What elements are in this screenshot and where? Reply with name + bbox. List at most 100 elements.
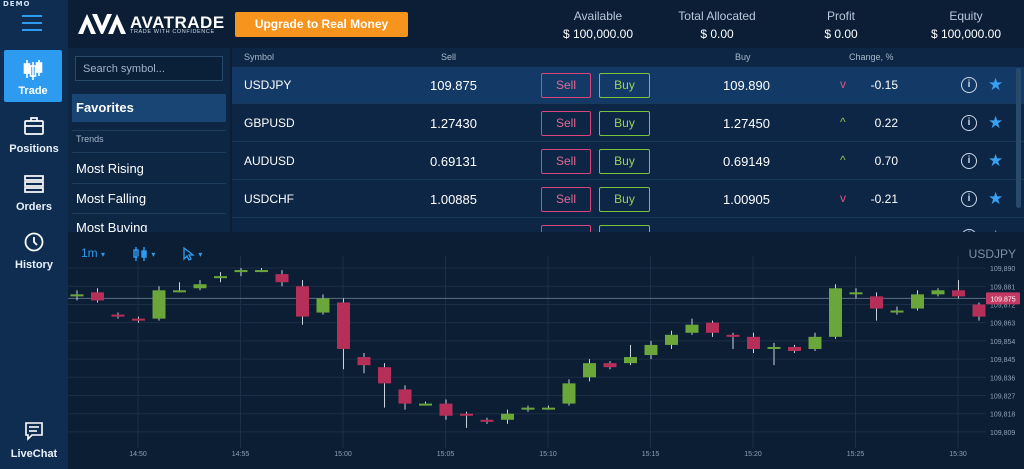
quote-row[interactable]: AUDUSD 0.69131 Sell Buy 0.69149 ^ 0.70 i ★ xyxy=(232,143,1024,180)
upgrade-button[interactable]: Upgrade to Real Money xyxy=(235,12,408,37)
favorites-item[interactable]: Favorites xyxy=(72,94,226,122)
logo-name: AVATRADE xyxy=(130,13,225,32)
star-icon[interactable]: ★ xyxy=(988,227,1003,232)
quote-change: -0.04 xyxy=(854,230,898,232)
buy-button[interactable]: Buy xyxy=(599,187,650,212)
candle-body xyxy=(214,276,227,279)
most-falling-link[interactable]: Most Falling xyxy=(76,191,147,206)
search-input[interactable] xyxy=(75,56,223,81)
candle-body xyxy=(870,296,883,309)
candle-body xyxy=(501,413,514,420)
nav-orders[interactable]: Orders xyxy=(0,166,68,218)
sell-button[interactable]: Sell xyxy=(541,111,591,136)
candle-body xyxy=(685,324,699,333)
y-tick-label: 109,836 xyxy=(990,375,1015,382)
candle-body xyxy=(193,284,207,289)
quote-row[interactable]: GBPUSD 1.27430 Sell Buy 1.27450 ^ 0.22 i ★ xyxy=(232,105,1024,142)
candle-body xyxy=(173,290,186,293)
candle-body xyxy=(952,290,965,297)
candles-icon xyxy=(23,60,43,80)
star-icon[interactable]: ★ xyxy=(988,75,1004,94)
star-icon[interactable]: ★ xyxy=(988,113,1004,132)
arrow-up-icon: ^ xyxy=(840,153,846,167)
x-tick-label: 15:10 xyxy=(539,451,557,458)
y-tick-label: 109,854 xyxy=(990,339,1015,346)
sell-button[interactable]: Sell xyxy=(541,149,591,174)
info-icon[interactable]: i xyxy=(961,153,977,169)
buy-button[interactable]: Buy xyxy=(599,149,650,174)
candle-body xyxy=(665,334,678,345)
quote-row[interactable]: USDCHF 1.00885 Sell Buy 1.00905 v -0.21 i ★ xyxy=(232,181,1024,218)
chart-type-select[interactable]: ▾ xyxy=(132,246,155,261)
most-rising-link[interactable]: Most Rising xyxy=(76,161,144,176)
timeframe-select[interactable]: 1m ▾ xyxy=(81,246,105,260)
quote-row[interactable]: USDCAD 1.32285 Sell Buy 1.32307 v -0.04 i ★ xyxy=(232,219,1024,232)
divider xyxy=(72,183,226,184)
quote-change: 0.70 xyxy=(874,154,898,168)
candle-body xyxy=(603,363,617,368)
nav-positions[interactable]: Positions xyxy=(0,108,68,160)
nav-livechat[interactable]: LiveChat xyxy=(0,413,68,465)
quote-symbol: USDCAD xyxy=(244,230,295,232)
cursor-tool-select[interactable]: ▾ xyxy=(183,246,202,261)
sell-button[interactable]: Sell xyxy=(541,225,591,232)
sell-button[interactable]: Sell xyxy=(541,187,591,212)
stat-label: Total Allocated xyxy=(678,9,756,23)
menu-icon xyxy=(22,15,42,17)
quote-row[interactable]: USDJPY 109.875 Sell Buy 109.890 v -0.15 i ★ xyxy=(232,67,1024,104)
info-icon[interactable]: i xyxy=(961,115,977,131)
candle-body xyxy=(480,419,494,422)
quote-buy-price: 109.890 xyxy=(723,78,770,93)
info-icon[interactable]: i xyxy=(961,77,977,93)
top-bar: AVATRADE TRADE WITH CONFIDENCE Upgrade t… xyxy=(68,0,1024,48)
buy-button[interactable]: Buy xyxy=(599,73,650,98)
col-buy: Buy xyxy=(735,52,751,62)
info-icon[interactable]: i xyxy=(961,229,977,232)
candle-body xyxy=(706,322,719,333)
candle-body xyxy=(70,294,84,297)
candles-icon xyxy=(133,246,147,261)
candlestick-chart: 109,890 109,881 109,872 109,863 109,854 109,8… xyxy=(68,256,1020,458)
stat-label: Equity xyxy=(949,9,983,23)
candle-body xyxy=(378,367,391,384)
candle-body xyxy=(849,292,863,295)
candle-body xyxy=(890,310,904,313)
quote-sell-price: 0.69131 xyxy=(430,154,477,169)
stat-equity: Equity $ 100,000.00 xyxy=(906,9,1024,41)
candle-body xyxy=(255,270,268,273)
nav-history[interactable]: History xyxy=(0,224,68,276)
star-icon[interactable]: ★ xyxy=(988,151,1004,170)
y-tick-label: 109,818 xyxy=(990,412,1015,419)
x-tick-label: 15:15 xyxy=(642,451,660,458)
quote-sell-price: 1.27430 xyxy=(430,116,477,131)
candle-body xyxy=(296,286,309,317)
scrollbar[interactable] xyxy=(1016,68,1021,208)
quote-symbol: GBPUSD xyxy=(244,116,295,130)
quote-sell-price: 1.32285 xyxy=(357,230,477,232)
stat-value: $ 100,000.00 xyxy=(930,27,1002,41)
stat-label: Available xyxy=(573,9,623,23)
most-buying-link[interactable]: Most Buying xyxy=(76,220,148,232)
candle-body xyxy=(911,294,924,309)
chevron-down-icon: ▾ xyxy=(101,250,106,259)
chevron-down-icon: ▾ xyxy=(151,250,156,259)
logo: AVATRADE TRADE WITH CONFIDENCE xyxy=(78,12,224,38)
clock-icon xyxy=(24,232,44,252)
y-tick-label: 109,863 xyxy=(990,321,1015,328)
candle-body xyxy=(829,288,842,337)
menu-button[interactable] xyxy=(22,15,42,31)
sell-button[interactable]: Sell xyxy=(541,73,591,98)
info-icon[interactable]: i xyxy=(961,191,977,207)
candle-body xyxy=(275,274,289,283)
nav-trade[interactable]: Trade xyxy=(4,50,62,102)
divider xyxy=(72,130,226,131)
buy-button[interactable]: Buy xyxy=(599,225,650,232)
candle-body xyxy=(583,363,596,378)
quote-buy-price: 0.69149 xyxy=(723,154,770,169)
candle-body xyxy=(931,290,945,295)
candle-body xyxy=(132,318,145,321)
buy-button[interactable]: Buy xyxy=(599,111,650,136)
col-symbol: Symbol xyxy=(244,52,275,62)
star-icon[interactable]: ★ xyxy=(988,189,1004,208)
quotes-table: Symbol Sell Buy Change, % USDJPY 109.875 S… xyxy=(232,48,1024,232)
